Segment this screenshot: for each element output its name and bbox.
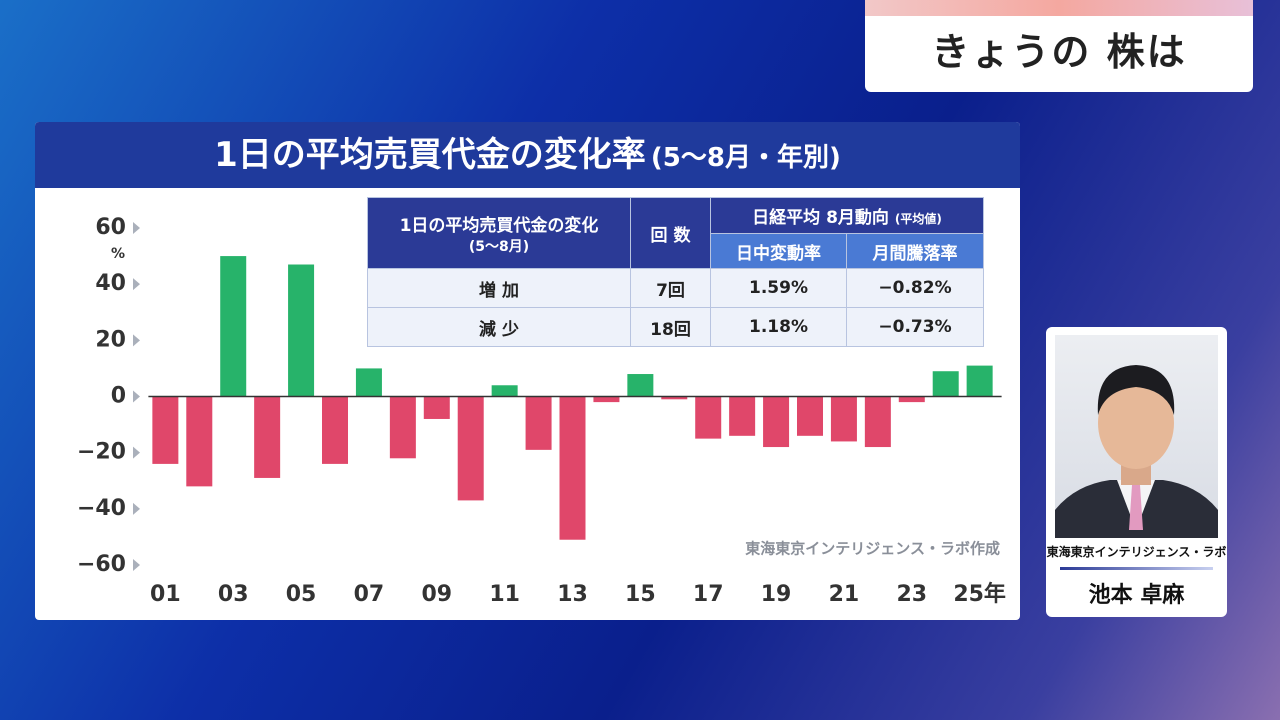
x-tick-label: 17: [693, 582, 724, 607]
table-cell: −0.82%: [846, 268, 984, 308]
table-header: 1日の平均売買代金の変化 (5～8月): [367, 197, 631, 269]
program-badge: きょうの 株は: [865, 0, 1253, 92]
bar: [355, 368, 382, 397]
bar: [898, 396, 925, 403]
chart-subtitle: (5～8月・年別): [650, 143, 841, 173]
table-header: 日経平均 8月動向 (平均値): [710, 197, 984, 234]
x-tick-label: 11: [489, 582, 520, 607]
bar: [830, 396, 857, 442]
y-tick-label: 60: [95, 215, 126, 240]
y-tick-label: 0: [111, 384, 126, 409]
bar: [593, 396, 620, 403]
badge-strip: [865, 0, 1253, 16]
table-subheader: 日中変動率: [710, 233, 847, 269]
bar: [322, 396, 349, 464]
bar: [864, 396, 891, 448]
y-tick-mark: [133, 446, 140, 459]
header-text: 1日の平均売買代金の変化: [399, 215, 599, 236]
bar: [695, 396, 722, 439]
table-cell: −0.73%: [846, 307, 984, 347]
x-tick-label: 07: [354, 582, 385, 607]
y-tick-label: 40: [95, 271, 126, 296]
presenter-name: 池本 卓麻: [1088, 583, 1185, 608]
chart-title: 1日の平均売買代金の変化率: [214, 135, 646, 175]
x-tick-label: 09: [421, 582, 452, 607]
presenter-photo: [1055, 335, 1218, 538]
bar: [932, 371, 959, 397]
source-note: 東海東京インテリジェンス・ラボ作成: [745, 540, 1000, 558]
presenter-card: 東海東京インテリジェンス・ラボ 池本 卓麻: [1046, 327, 1227, 617]
bar: [796, 396, 823, 436]
table-cell: 1.59%: [710, 268, 847, 308]
x-tick-label: 13: [557, 582, 588, 607]
bar: [525, 396, 552, 450]
presenter-affiliation: 東海東京インテリジェンス・ラボ: [1046, 545, 1227, 559]
x-tick-label: 03: [218, 582, 249, 607]
badge-title: きょうの 株は: [931, 30, 1187, 74]
y-unit: %: [111, 246, 125, 262]
divider: [1060, 567, 1213, 570]
bar: [423, 396, 450, 419]
y-tick-label: −20: [77, 440, 126, 465]
x-tick-label: 01: [150, 582, 181, 607]
y-tick-mark: [133, 559, 140, 571]
y-tick-mark: [133, 334, 140, 347]
x-tick-label: 19: [761, 582, 792, 607]
table-cell: 1.18%: [710, 307, 847, 347]
y-tick-label: 20: [95, 327, 126, 352]
table-cell: 18回: [630, 307, 711, 347]
x-tick-label: 25年: [953, 581, 1006, 607]
table-cell: 増 加: [367, 268, 631, 308]
y-tick-label: −60: [77, 552, 126, 577]
bar: [389, 396, 416, 459]
table-cell: 7回: [630, 268, 711, 308]
bar: [559, 396, 586, 540]
bar: [661, 396, 688, 400]
bar: [220, 256, 247, 397]
bar: [288, 264, 315, 397]
y-tick-label: −40: [77, 496, 126, 521]
y-tick-mark: [133, 390, 140, 403]
x-tick-label: 05: [286, 582, 317, 607]
y-tick-mark: [133, 278, 140, 291]
y-tick-mark: [133, 502, 140, 515]
x-tick-label: 23: [896, 582, 927, 607]
table-cell: 減 少: [367, 307, 631, 347]
header-note: (5～8月): [468, 238, 530, 255]
bar: [763, 396, 790, 448]
bar: [152, 396, 179, 464]
header-text: 日経平均 8月動向: [752, 208, 889, 228]
table-subheader: 月間騰落率: [846, 233, 984, 269]
x-tick-label: 15: [625, 582, 656, 607]
bar: [966, 365, 993, 397]
bar: [457, 396, 484, 501]
header-note: (平均値): [894, 212, 942, 226]
table-header: 回 数: [630, 197, 711, 269]
bar: [729, 396, 756, 436]
summary-table: 1日の平均売買代金の変化 (5～8月) 回 数 日経平均 8月動向 (平均値) 日…: [367, 197, 984, 347]
bar: [186, 396, 213, 487]
x-tick-label: 21: [829, 582, 860, 607]
photo-silhouette: [1055, 365, 1218, 538]
bar: [627, 374, 654, 397]
chart-header: 1日の平均売買代金の変化率 (5～8月・年別): [35, 122, 1020, 188]
bar: [491, 385, 518, 397]
y-tick-mark: [133, 222, 140, 234]
bar: [254, 396, 281, 478]
